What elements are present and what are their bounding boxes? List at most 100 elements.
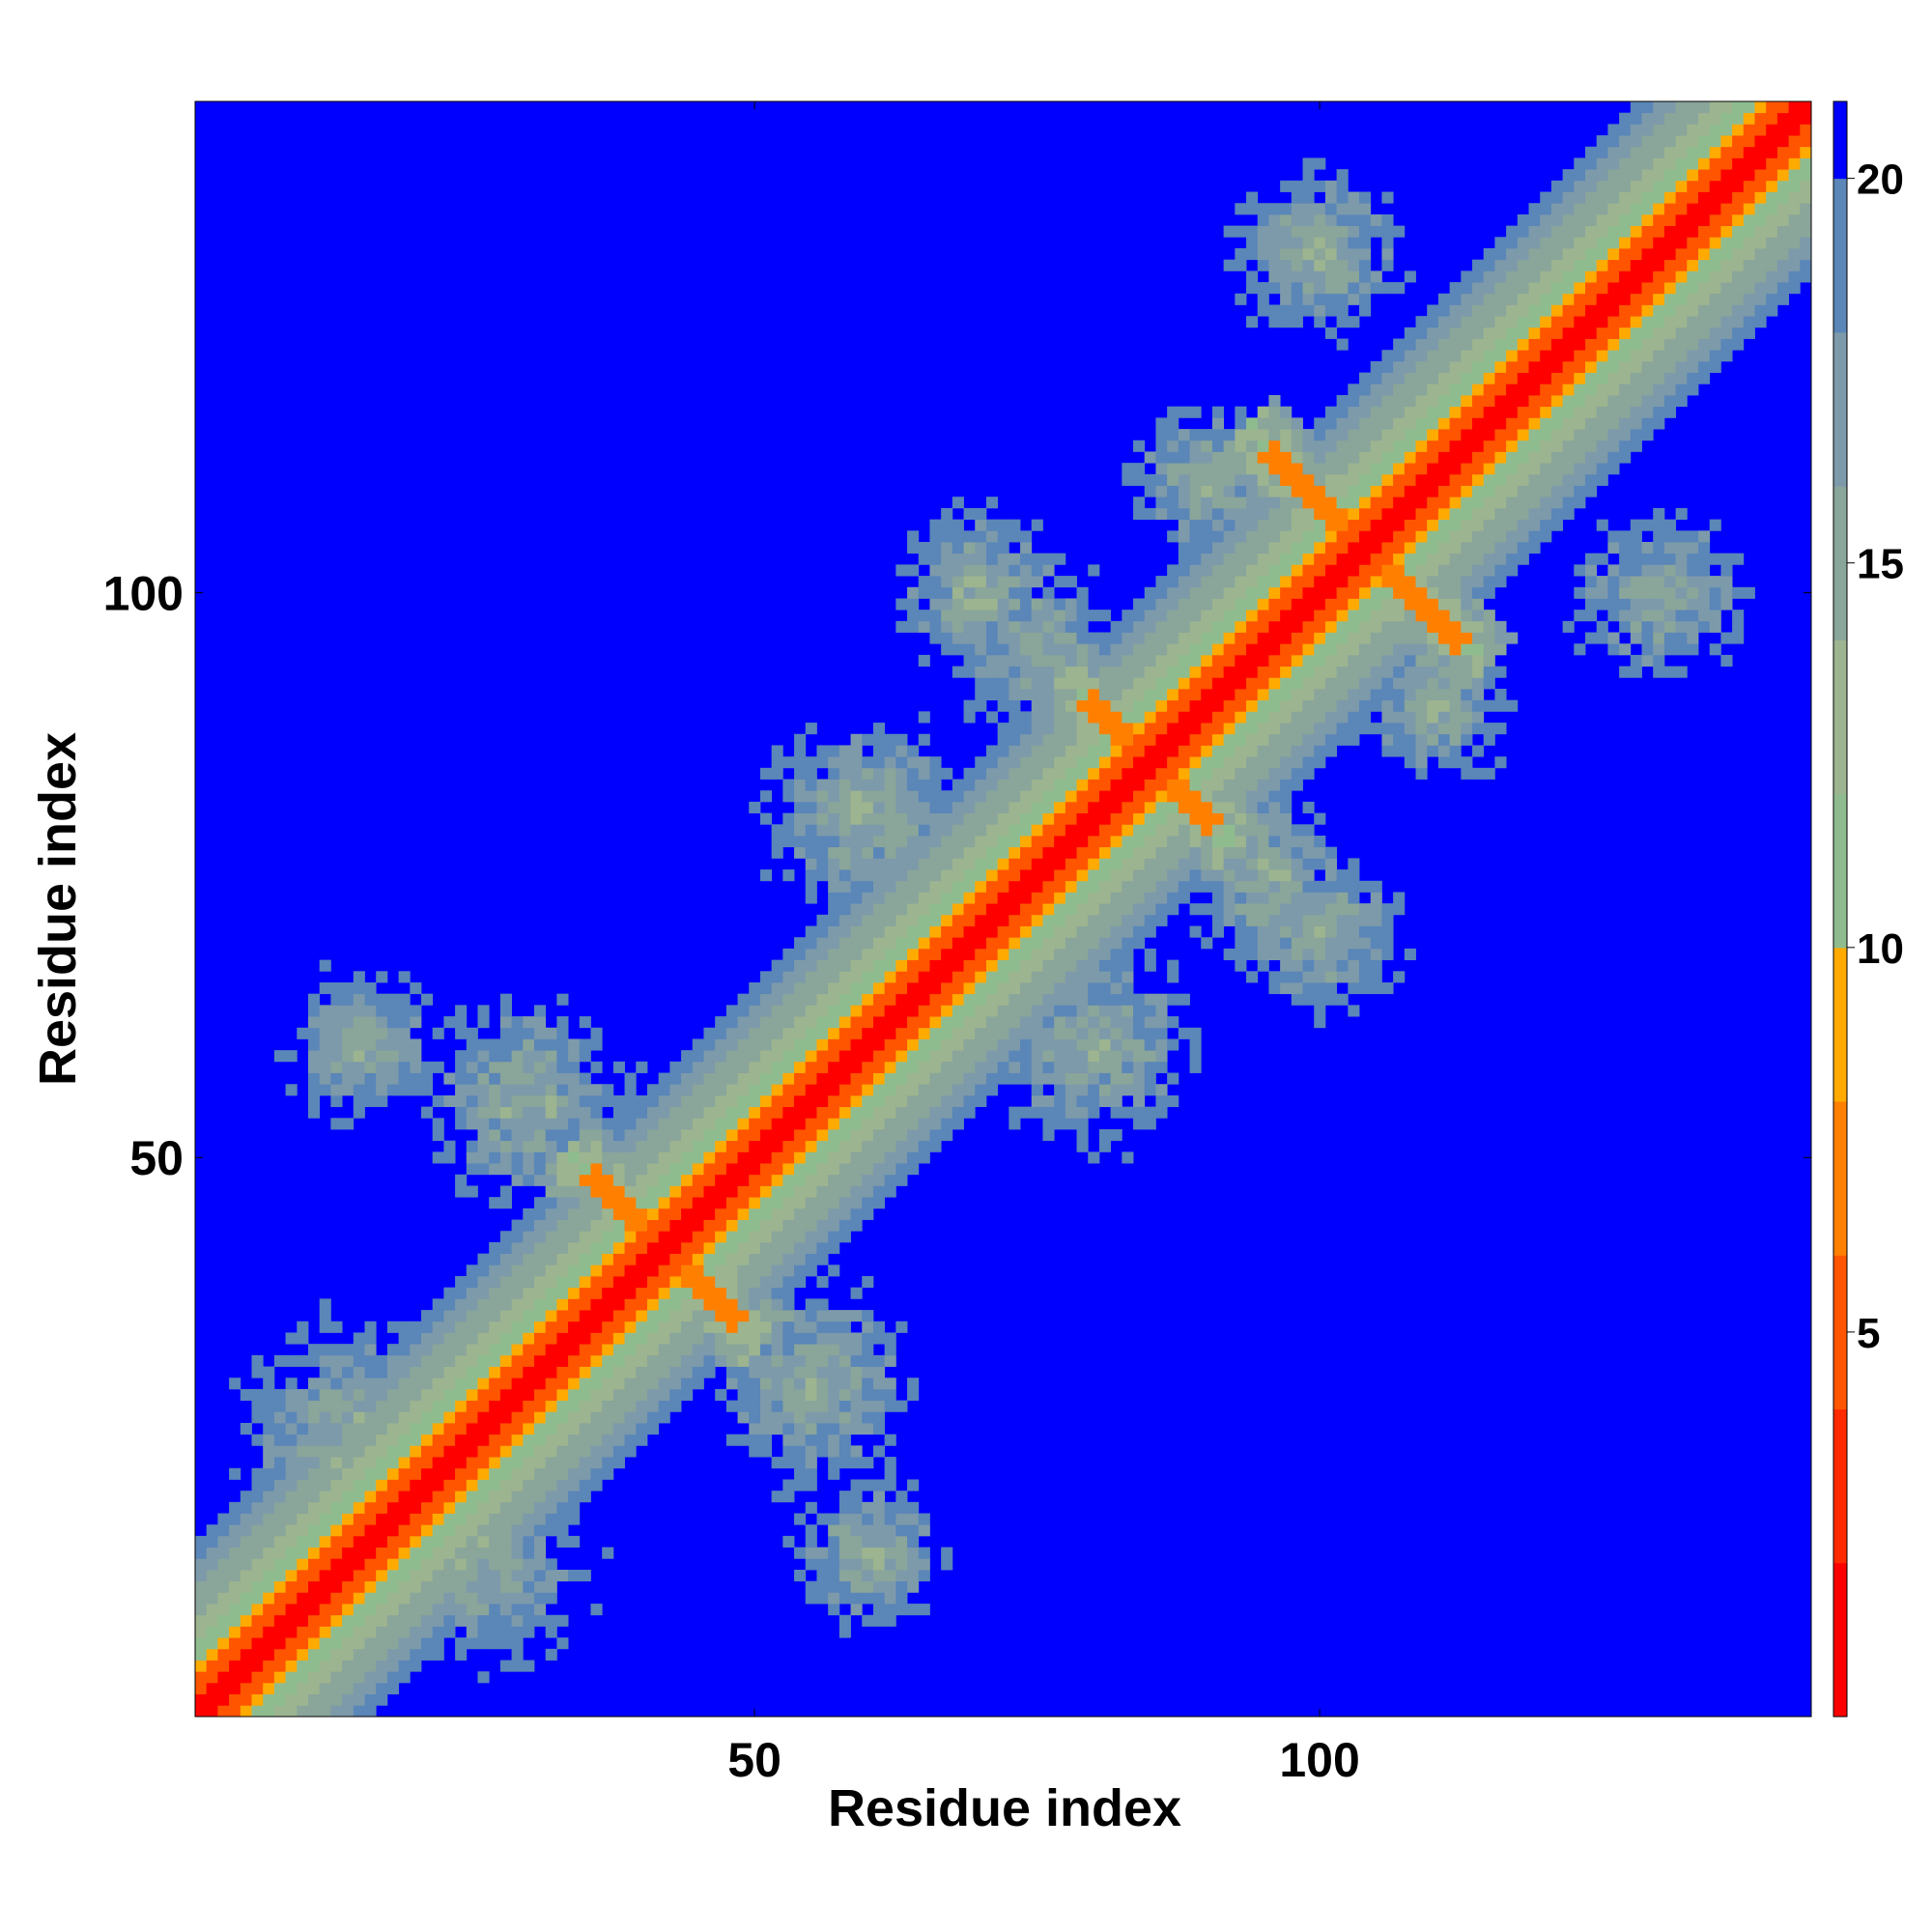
heatmap-cell [217, 1535, 230, 1548]
heatmap-cell [1031, 1050, 1043, 1063]
heatmap-cell [523, 1231, 535, 1243]
heatmap-cell [850, 892, 863, 904]
heatmap-cell [1246, 237, 1259, 249]
heatmap-cell [771, 1400, 783, 1412]
heatmap-cell [1031, 869, 1043, 882]
heatmap-cell [568, 1423, 581, 1435]
heatmap-cell [703, 1264, 716, 1277]
heatmap-cell [918, 858, 930, 870]
heatmap-cell [1009, 1106, 1021, 1119]
heatmap-cell [1189, 440, 1202, 452]
heatmap-cell [1167, 586, 1179, 599]
heatmap-cell [1291, 689, 1303, 701]
heatmap-cell [929, 1106, 942, 1119]
heatmap-cell [918, 1094, 930, 1108]
heatmap-cell [545, 1276, 557, 1289]
heatmap-cell [251, 1411, 264, 1424]
heatmap-cell [499, 1276, 512, 1289]
heatmap-cell [838, 1378, 851, 1390]
heatmap-cell [1268, 259, 1281, 271]
heatmap-cell [884, 767, 896, 780]
heatmap-cell [477, 1558, 490, 1571]
heatmap-cell [725, 1344, 738, 1356]
heatmap-cell [952, 564, 964, 577]
heatmap-cell [725, 1366, 738, 1378]
heatmap-cell [805, 1094, 817, 1108]
heatmap-cell [342, 1604, 355, 1616]
heatmap-cell [1155, 485, 1168, 497]
heatmap-cell [963, 812, 976, 825]
heatmap-cell [285, 1457, 298, 1469]
heatmap-cell [1223, 745, 1236, 757]
heatmap-cell [963, 790, 976, 803]
heatmap-cell [1223, 711, 1236, 724]
heatmap-cell [477, 1400, 490, 1412]
heatmap-cell [511, 1084, 524, 1096]
heatmap-cell [342, 1467, 355, 1480]
heatmap-cell [1359, 497, 1372, 509]
heatmap-cell [1031, 767, 1043, 780]
heatmap-cell [895, 1050, 908, 1063]
heatmap-cell [782, 1310, 795, 1322]
heatmap-cell [1381, 213, 1394, 227]
heatmap-cell [1098, 666, 1112, 678]
heatmap-cell [376, 1614, 388, 1627]
heatmap-cell [624, 1106, 637, 1119]
heatmap-cell [330, 1513, 343, 1525]
heatmap-cell [737, 1084, 750, 1096]
heatmap-cell [1088, 1027, 1100, 1039]
heatmap-cell [1314, 610, 1326, 622]
heatmap-cell [455, 1604, 468, 1616]
heatmap-cell [1336, 937, 1349, 950]
heatmap-cell [1268, 779, 1281, 791]
heatmap-cell [1167, 564, 1179, 577]
heatmap-cell [1302, 542, 1315, 554]
heatmap-cell [1359, 982, 1372, 995]
heatmap-cell [1065, 666, 1077, 678]
heatmap-cell [1302, 270, 1315, 283]
heatmap-cell [1246, 507, 1259, 521]
heatmap-cell [1302, 858, 1315, 870]
heatmap-cell [828, 812, 840, 825]
heatmap-cell [759, 1140, 773, 1152]
heatmap-cell [703, 1287, 716, 1299]
heatmap-cell [624, 1332, 637, 1345]
heatmap-cell [1133, 1050, 1146, 1063]
heatmap-cell [420, 1648, 434, 1661]
heatmap-cell [749, 1231, 761, 1243]
heatmap-cell [1201, 711, 1213, 724]
heatmap-cell [624, 1197, 637, 1209]
heatmap-cell [872, 723, 886, 735]
heatmap-cell [297, 1445, 309, 1458]
heatmap-cell [692, 1106, 704, 1119]
heatmap-cell [941, 824, 953, 837]
heatmap-cell [398, 1491, 411, 1503]
heatmap-cell [1257, 564, 1269, 577]
heatmap-cell [862, 1580, 874, 1593]
heatmap-cell [319, 982, 331, 995]
heatmap-cell [1393, 519, 1406, 531]
heatmap-cell [410, 1592, 422, 1605]
heatmap-cell [907, 756, 920, 769]
heatmap-cell [907, 914, 920, 926]
heatmap-cell [681, 1094, 694, 1108]
heatmap-cell [1280, 767, 1293, 780]
heatmap-cell [636, 1276, 648, 1289]
heatmap-cell [1133, 723, 1146, 735]
heatmap-cell [398, 1005, 411, 1017]
heatmap-cell [828, 1140, 840, 1152]
heatmap-cell [342, 1388, 355, 1402]
heatmap-cell [1336, 463, 1349, 475]
heatmap-cell [342, 1693, 355, 1706]
heatmap-cell [646, 1276, 660, 1289]
heatmap-cell [884, 801, 896, 814]
heatmap-cell [273, 1491, 286, 1503]
heatmap-cell [545, 1648, 557, 1661]
heatmap-cell [353, 1094, 365, 1108]
heatmap-cell [838, 982, 851, 995]
heatmap-cell [918, 586, 930, 599]
heatmap-cell [489, 1241, 501, 1255]
heatmap-cell [1211, 666, 1225, 678]
heatmap-cell [794, 824, 807, 837]
heatmap-cell [715, 1118, 727, 1130]
